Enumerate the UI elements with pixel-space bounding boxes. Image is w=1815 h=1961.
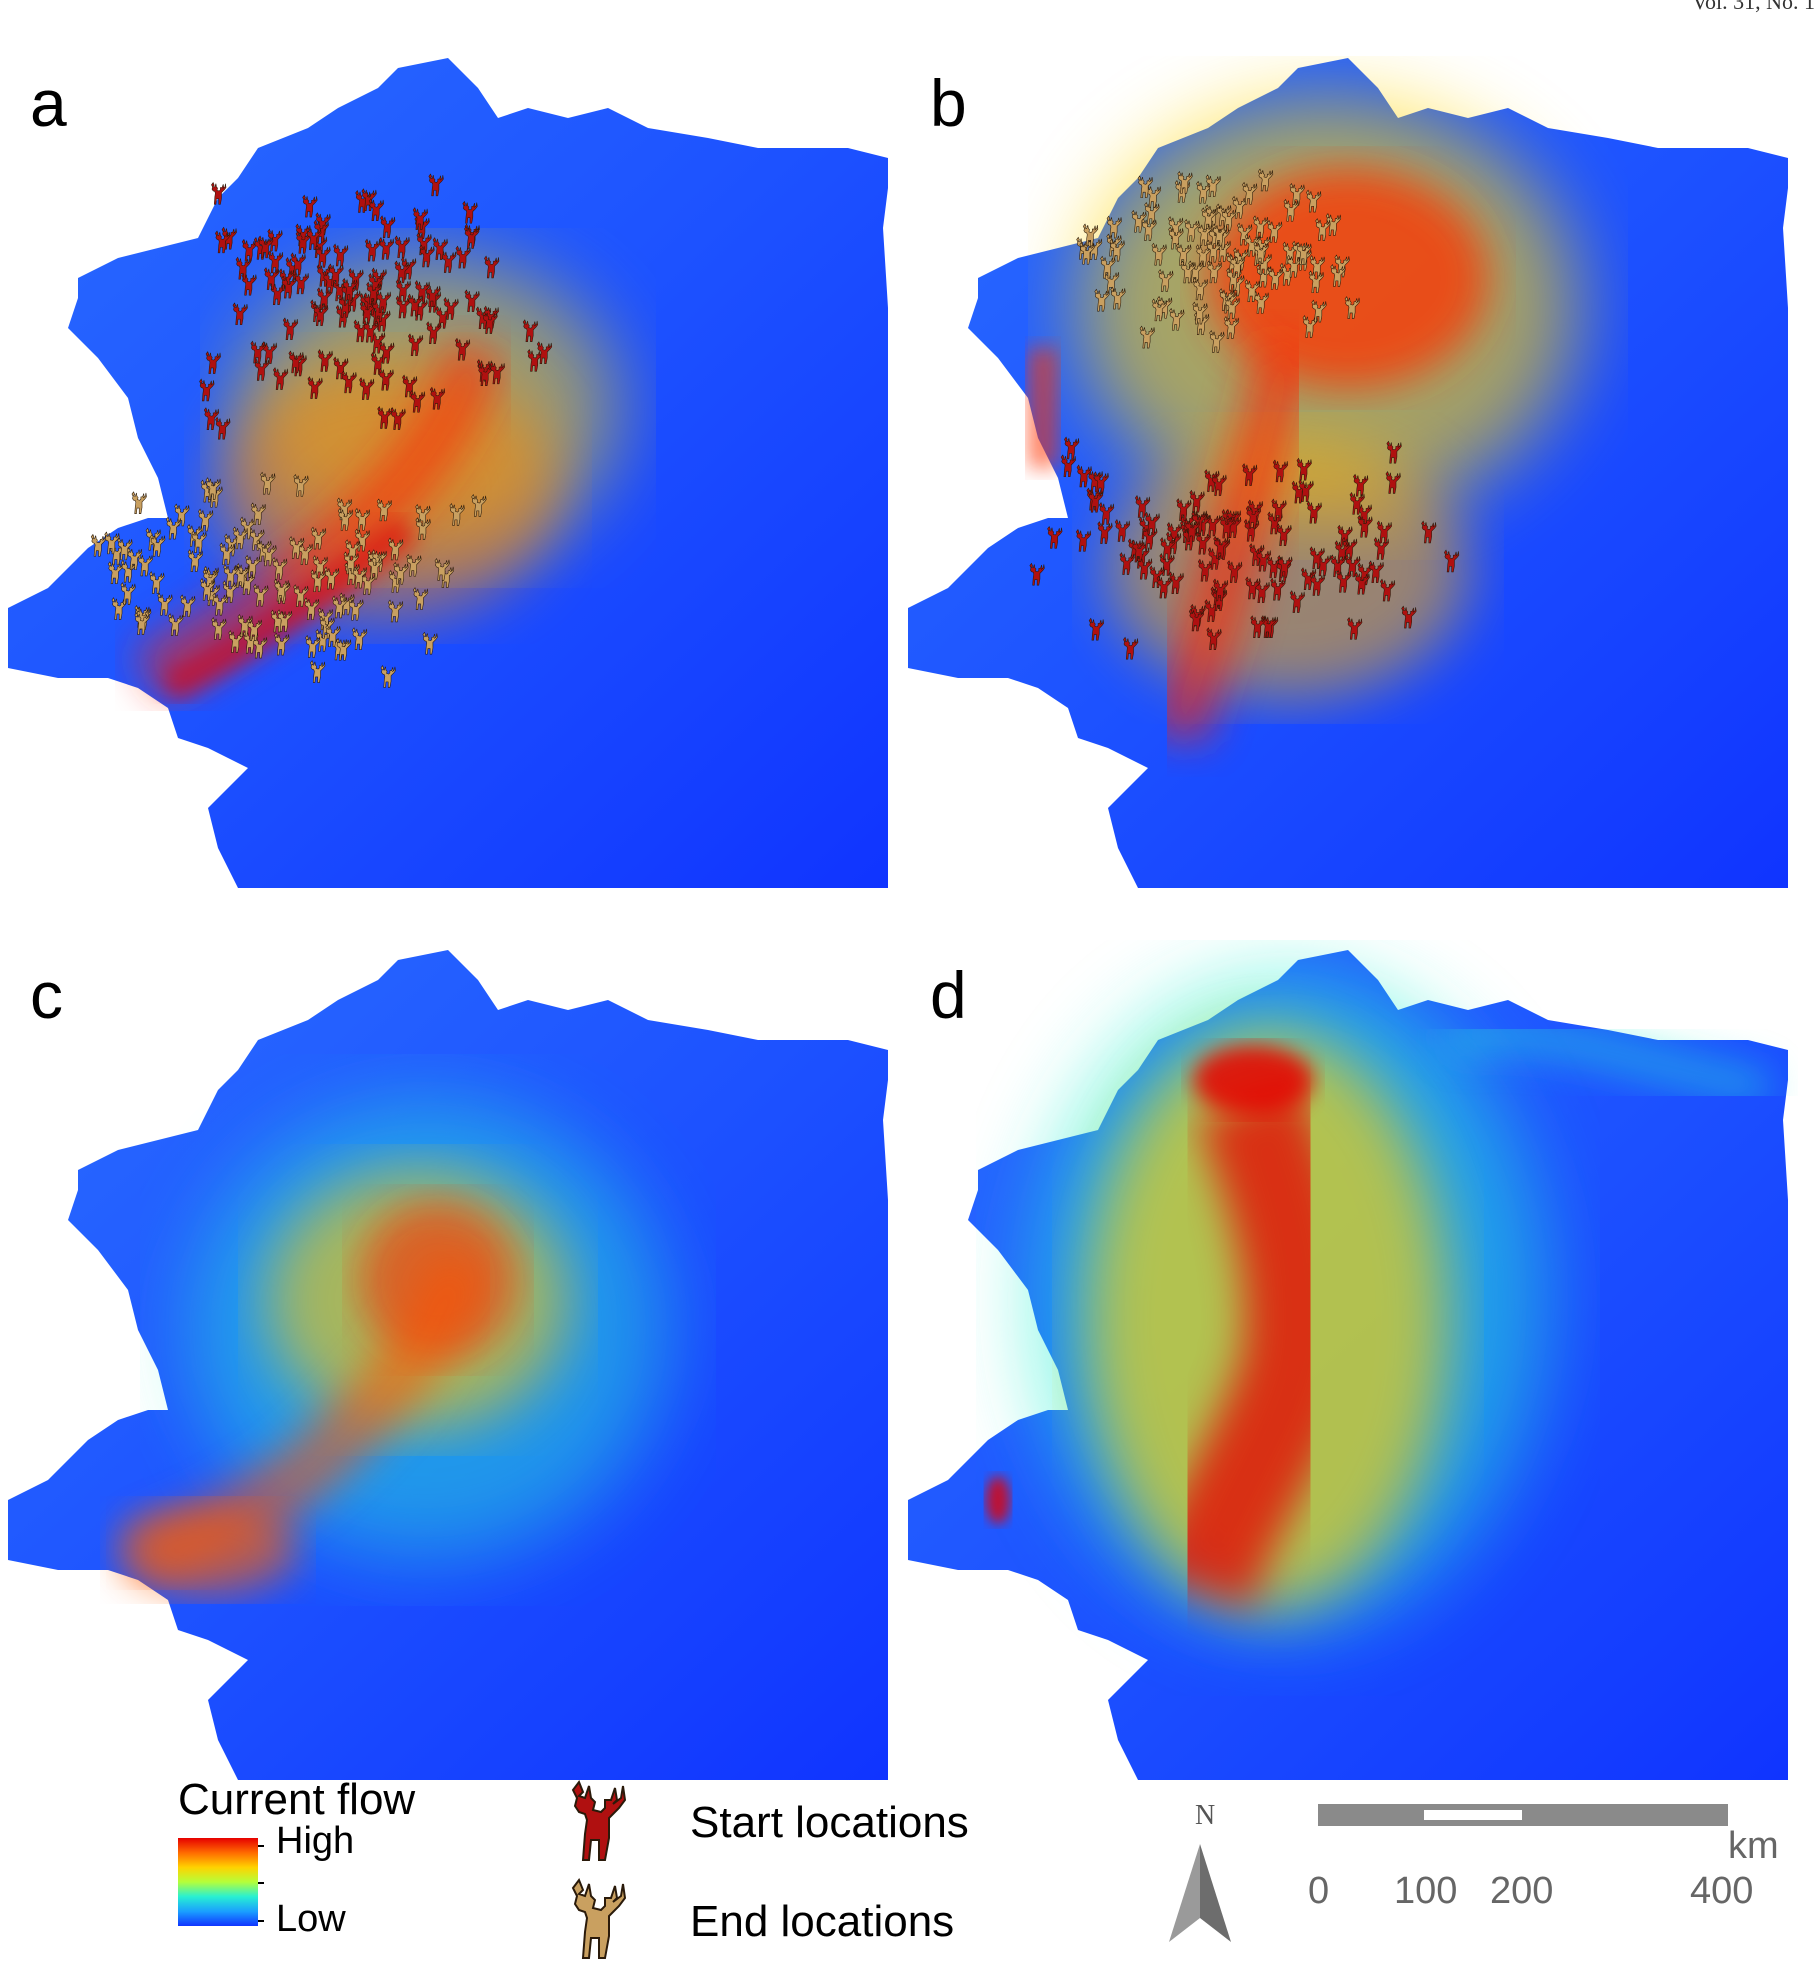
ramp-tick-mid: [258, 1882, 264, 1884]
deer-icon: [131, 491, 147, 514]
legend-low-label: Low: [276, 1898, 346, 1940]
map-b-flow: [1028, 98, 1578, 745]
scale-tick-0: 0: [1308, 1870, 1330, 1912]
panel-label-d: d: [930, 958, 967, 1032]
map-b-svg: [908, 58, 1788, 888]
map-panel-a: a: [8, 48, 898, 888]
panel-label-a: a: [30, 66, 67, 140]
scale-unit: km: [1728, 1825, 1779, 1867]
journal-header: Vol. 31, No. 1: [1691, 0, 1815, 14]
panel-label-c: c: [30, 958, 63, 1032]
scale-tick-400: 400: [1690, 1870, 1754, 1912]
map-d-svg: [908, 950, 1788, 1780]
panel-label-b: b: [930, 66, 967, 140]
ramp-tick-low: [258, 1920, 264, 1922]
map-panel-c: c: [8, 940, 898, 1780]
map-c-svg: [8, 950, 888, 1780]
scale-bar-white-segment: [1424, 1810, 1522, 1820]
legend-title: Current flow: [178, 1775, 416, 1824]
map-a-svg: [8, 58, 888, 888]
map-panel-b: b: [908, 48, 1798, 888]
scale-tick-100: 100: [1394, 1870, 1458, 1912]
map-c-flow: [118, 1100, 668, 1595]
scale-bar: [1318, 1804, 1728, 1826]
north-arrow-icon: [1169, 1844, 1231, 1942]
map-panel-d: d: [908, 940, 1798, 1780]
ramp-tick-high: [258, 1845, 264, 1847]
map-d-flow: [986, 970, 1772, 1630]
north-letter: N: [1195, 1800, 1216, 1831]
end-deer-icon: [572, 1879, 626, 1959]
start-locations-label: Start locations: [690, 1798, 969, 1847]
legend-high-label: High: [276, 1820, 355, 1862]
current-flow-ramp: [178, 1838, 258, 1926]
end-locations-label: End locations: [690, 1897, 955, 1946]
scale-tick-200: 200: [1490, 1870, 1554, 1912]
start-deer-icon: [572, 1781, 626, 1861]
scale-bar-track: [1318, 1804, 1728, 1826]
